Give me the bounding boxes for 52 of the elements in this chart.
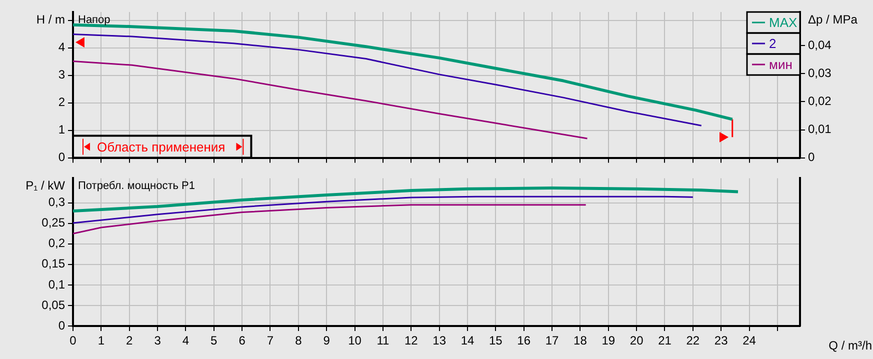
x-tick-label: 16 bbox=[517, 334, 531, 348]
y-tick-label: 4 bbox=[58, 40, 66, 54]
x-tick-label: 12 bbox=[404, 334, 418, 348]
x-tick-label: 20 bbox=[630, 334, 644, 348]
x-tick-label: 10 bbox=[348, 334, 362, 348]
y2-axis-title: Δp / MPa bbox=[808, 12, 858, 26]
x-tick-label: 0 bbox=[70, 334, 77, 348]
y2-tick-label: 0,04 bbox=[808, 38, 832, 52]
x-tick-label: 23 bbox=[714, 334, 728, 348]
y-tick-label: 0,05 bbox=[42, 298, 66, 312]
x-axis-title: Q / m³/h bbox=[828, 338, 872, 352]
x-tick-label: 9 bbox=[323, 334, 330, 348]
y-tick-label: 0,15 bbox=[42, 256, 66, 271]
annotation: Область применения bbox=[97, 139, 226, 154]
y-axis-title: P₁ / kW bbox=[26, 178, 66, 193]
x-tick-label: 8 bbox=[295, 334, 302, 348]
legend-label: MAX bbox=[769, 15, 798, 30]
x-tick-label: 1 bbox=[98, 334, 105, 348]
legend-label: мин bbox=[769, 57, 792, 72]
x-tick-label: 3 bbox=[154, 334, 162, 348]
x-tick-label: 5 bbox=[210, 334, 218, 348]
x-tick-label: 2 bbox=[126, 334, 134, 348]
annotation: Потребл. мощность P1 bbox=[78, 180, 195, 192]
y-tick-label: 2 bbox=[58, 95, 66, 110]
x-tick-label: 11 bbox=[376, 334, 390, 348]
y-tick-label: 0,25 bbox=[42, 216, 66, 230]
x-tick-label: 22 bbox=[686, 334, 700, 348]
annotation: Напор bbox=[78, 14, 110, 26]
y-tick-label: 0,3 bbox=[48, 195, 66, 210]
x-tick-label: 4 bbox=[182, 334, 190, 348]
y-tick-label: 0,1 bbox=[48, 277, 66, 292]
y-tick-label: 1 bbox=[58, 122, 66, 137]
x-tick-label: 13 bbox=[432, 334, 446, 348]
x-tick-label: 19 bbox=[602, 334, 616, 348]
x-tick-label: 14 bbox=[460, 334, 474, 348]
legend-label: 2 bbox=[769, 36, 776, 52]
y-axis-title: H / m bbox=[36, 12, 65, 26]
x-tick-label: 18 bbox=[574, 334, 588, 348]
x-tick-label: 24 bbox=[742, 334, 756, 348]
y2-tick-label: 0,02 bbox=[808, 94, 832, 108]
x-tick-label: 7 bbox=[266, 334, 274, 348]
y2-tick-label: 0,03 bbox=[808, 66, 832, 80]
y-tick-label: 3 bbox=[58, 68, 66, 82]
y-tick-label: 0 bbox=[58, 318, 66, 332]
x-tick-label: 15 bbox=[488, 334, 503, 348]
y2-tick-label: 0,01 bbox=[808, 122, 832, 136]
y-tick-label: 0 bbox=[58, 150, 66, 164]
x-tick-label: 17 bbox=[545, 334, 560, 348]
x-tick-label: 6 bbox=[238, 334, 246, 348]
x-tick-label: 21 bbox=[658, 334, 672, 348]
y2-tick-label: 0 bbox=[808, 150, 815, 164]
y-tick-label: 0,2 bbox=[48, 236, 66, 250]
